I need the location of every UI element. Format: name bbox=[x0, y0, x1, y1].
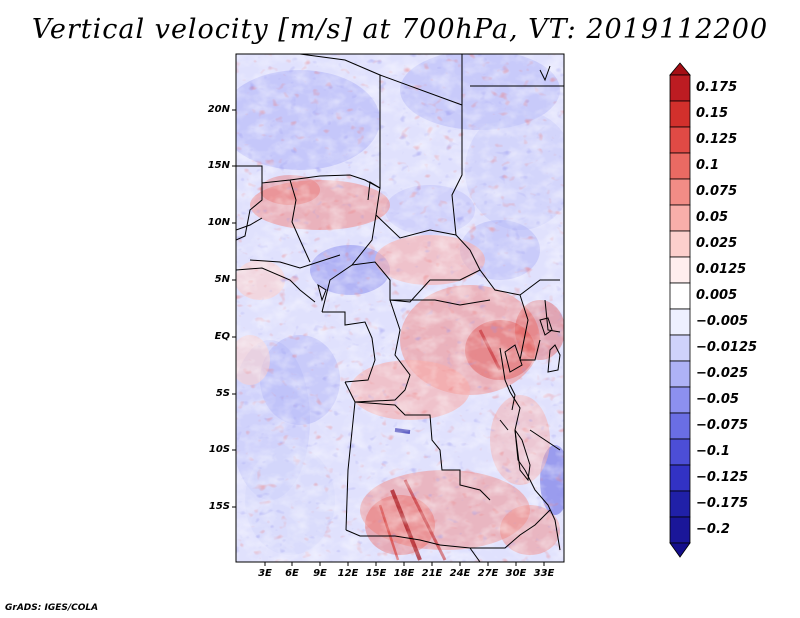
lat-label-5s: 5S bbox=[215, 388, 230, 399]
lat-label-5n: 5N bbox=[214, 274, 230, 285]
lon-label-18e: 18E bbox=[393, 568, 415, 579]
colorbar-label: −0.2 bbox=[696, 522, 730, 537]
colorbar-label: −0.025 bbox=[696, 366, 749, 381]
map-title: Vertical velocity [m/s] at 700hPa, VT: 2… bbox=[31, 14, 769, 45]
colorbar-label: −0.125 bbox=[696, 470, 749, 485]
colorbar-label: −0.175 bbox=[696, 496, 749, 511]
lat-label-15s: 15S bbox=[208, 501, 230, 512]
lon-label-3e: 3E bbox=[258, 568, 272, 579]
grads-credit: GrADS: IGES/COLA bbox=[5, 603, 99, 613]
lon-label-12e: 12E bbox=[337, 568, 359, 579]
colorbar-label: 0.15 bbox=[696, 106, 729, 121]
colorbar-label: 0.175 bbox=[696, 80, 738, 95]
lon-label-6e: 6E bbox=[285, 568, 299, 579]
lon-label-33e: 33E bbox=[533, 568, 555, 579]
colorbar-label: 0.005 bbox=[696, 288, 738, 303]
colorbar-label: −0.075 bbox=[696, 418, 749, 433]
lat-label-20n: 20N bbox=[207, 104, 230, 115]
velocity-field bbox=[236, 54, 564, 562]
colorbar-label: −0.005 bbox=[696, 314, 749, 329]
map-frame bbox=[235, 53, 565, 563]
lon-label-27e: 27E bbox=[477, 568, 499, 579]
colorbar-label: 0.1 bbox=[696, 158, 720, 173]
lon-label-9e: 9E bbox=[313, 568, 327, 579]
lon-label-24e: 24E bbox=[449, 568, 471, 579]
lat-label-15n: 15N bbox=[207, 160, 230, 171]
colorbar-label: 0.05 bbox=[696, 210, 729, 225]
lon-label-21e: 21E bbox=[421, 568, 443, 579]
colorbar-label: 0.025 bbox=[696, 236, 738, 251]
lat-label-10s: 10S bbox=[208, 444, 230, 455]
lat-label-eq: EQ bbox=[214, 331, 230, 342]
lat-ticks bbox=[232, 109, 236, 508]
colorbar bbox=[669, 62, 691, 558]
lon-label-30e: 30E bbox=[505, 568, 527, 579]
lat-label-10n: 10N bbox=[207, 217, 230, 228]
lon-ticks bbox=[264, 562, 545, 566]
colorbar-label: 0.0125 bbox=[696, 262, 747, 277]
colorbar-label: −0.1 bbox=[696, 444, 730, 459]
colorbar-label: −0.05 bbox=[696, 392, 739, 407]
lon-label-15e: 15E bbox=[365, 568, 387, 579]
colorbar-label: 0.075 bbox=[696, 184, 738, 199]
colorbar-label: 0.125 bbox=[696, 132, 738, 147]
country-borders bbox=[236, 54, 564, 562]
colorbar-label: −0.0125 bbox=[696, 340, 758, 355]
